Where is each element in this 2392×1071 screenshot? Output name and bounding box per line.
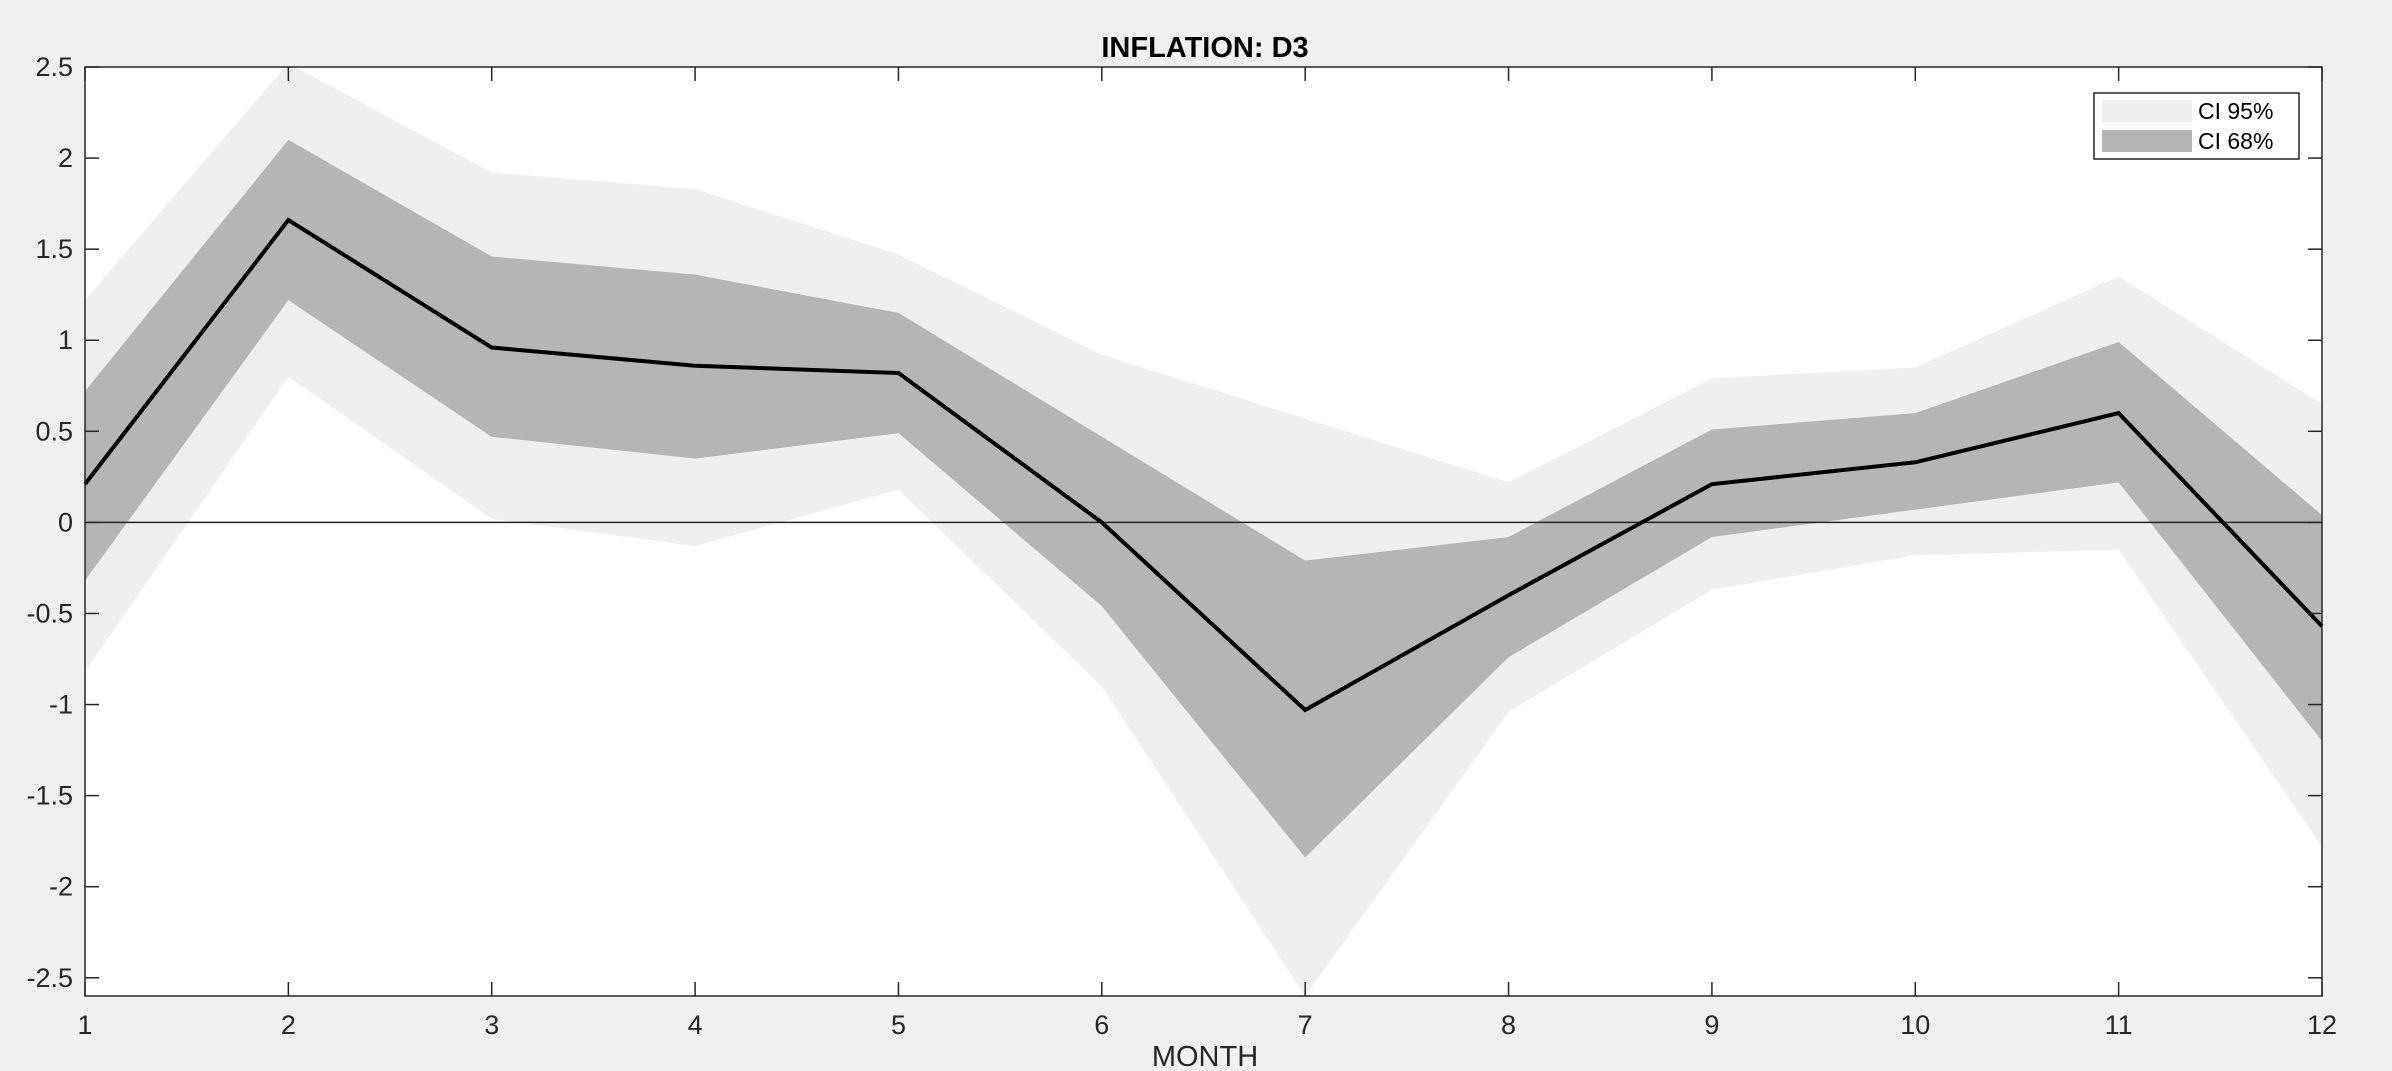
x-tick-label: 2 [281,1010,296,1040]
y-tick-label: -2.5 [26,963,73,993]
legend-label-ci-95: CI 95% [2198,98,2273,124]
x-tick-label: 11 [2105,1010,2133,1040]
y-tick-label: 2.5 [35,52,73,82]
confidence-bands [85,63,2322,996]
series-line-0 [83,217,2324,713]
y-tick-label: -2 [49,872,73,902]
y-tick-label: -1 [49,690,73,720]
band-ci-68 [85,139,2322,858]
x-tick-label: 3 [484,1010,499,1040]
y-tick-label: 1 [58,325,73,355]
x-tick-label: 10 [1900,1010,1930,1040]
y-tick-label: 0 [58,507,73,537]
axis-ticks: -2.5-2-1.5-1-0.500.511.522.51 2 3 4 5 6 7 8 9 10 1… [26,52,2337,1040]
chart-title: INFLATION: D3 [1101,32,1308,64]
legend-label-ci-68: CI 68% [2198,128,2273,154]
x-tick-label: 7 [1298,1010,1313,1040]
legend-swatch-ci-68 [2102,130,2192,152]
x-tick-label: 6 [1094,1010,1109,1040]
y-tick-label: 2 [58,143,73,173]
x-tick-label: 5 [891,1010,906,1040]
y-tick-label: -0.5 [26,598,73,628]
x-tick-label: 9 [1704,1010,1719,1040]
legend-swatch-ci-95 [2102,100,2192,122]
x-tick-label: 8 [1501,1010,1516,1040]
x-tick-label: 4 [688,1010,703,1040]
x-tick-label: 12 [2307,1010,2337,1040]
x-axis-label: MONTH [1152,1041,1258,1071]
y-tick-label: 1.5 [35,234,73,264]
x-tick-label: 1 [77,1010,92,1040]
y-tick-label: -1.5 [26,781,73,811]
y-tick-label: 0.5 [35,416,73,446]
legend: CI 95% CI 68% [2093,92,2300,160]
plot-frame [84,66,2323,997]
series-layer [83,217,2324,713]
